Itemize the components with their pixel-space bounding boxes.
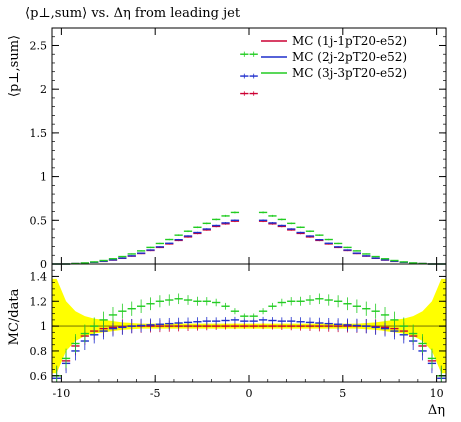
legend-label: MC (3j-3pT20-e52) — [292, 66, 407, 80]
x-tick-label: 5 — [339, 387, 346, 400]
chart-title: ⟨p⊥,sum⟩ vs. Δη from leading jet — [25, 6, 241, 21]
ratio-y-axis-label: MC/data — [7, 288, 22, 345]
x-tick-label: 0 — [246, 387, 253, 400]
main-y-axis-label: ⟨p⊥,sum⟩ — [7, 35, 22, 97]
x-tick-label: -10 — [53, 387, 71, 400]
x-tick-label: 10 — [430, 387, 444, 400]
x-tick-label: -5 — [150, 387, 161, 400]
main-y-tick-label: 2.5 — [30, 39, 48, 52]
main-y-tick-label: 2 — [40, 83, 47, 96]
ratio-y-tick-label: 0.8 — [30, 345, 48, 358]
legend: MC (1j-1pT20-e52) MC (2j-2pT20-e52) MC (3j… — [261, 34, 407, 80]
main-y-tick-label: 0.5 — [30, 214, 48, 227]
ratio-y-tick-label: 0.6 — [30, 370, 48, 383]
legend-label: MC (2j-2pT20-e52) — [292, 50, 407, 64]
legend-label: MC (1j-1pT20-e52) — [292, 34, 407, 48]
ratio-panel: 0.6 0.8 1 1.2 1.4 -10 -5 0 5 10 — [30, 263, 447, 400]
main-panel: 0 0.5 1 1.5 2 2.5 — [30, 27, 447, 271]
ratio-y-tick-label: 1.4 — [30, 270, 48, 283]
ratio-y-tick-label: 1.2 — [30, 295, 48, 308]
main-y-tick-label: 0 — [40, 258, 47, 271]
ratio-y-tick-label: 1 — [40, 320, 47, 333]
x-axis-label: Δη — [428, 403, 445, 418]
main-y-tick-label: 1.5 — [30, 127, 48, 140]
main-y-tick-label: 1 — [40, 171, 47, 184]
